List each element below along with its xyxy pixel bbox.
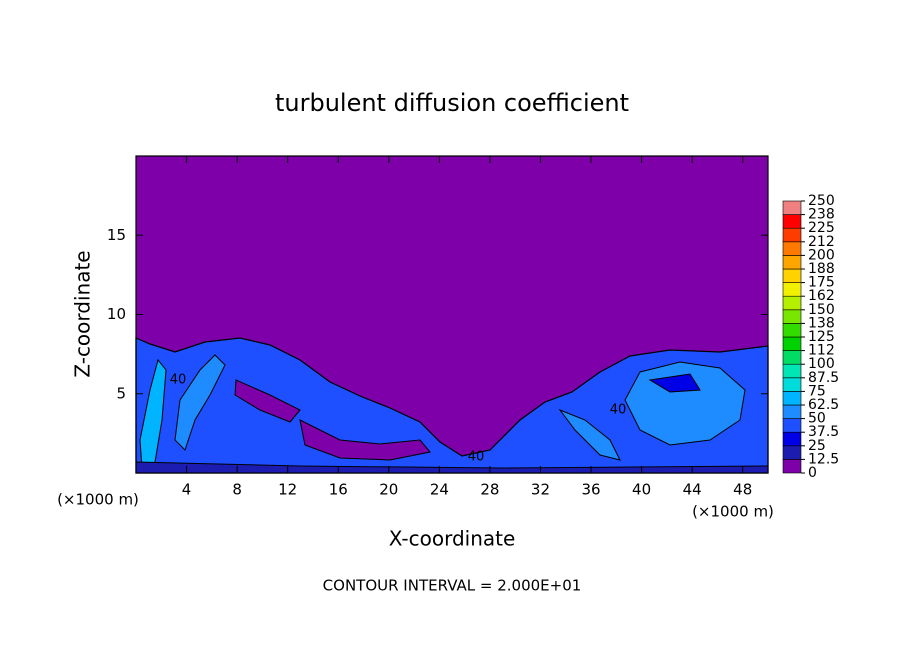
contour-field	[135, 156, 769, 474]
colorbar-band	[782, 323, 802, 338]
y-tick-label: 10	[107, 305, 126, 323]
colorbar-label: 75	[808, 383, 826, 399]
x-tick-label: 32	[531, 481, 550, 499]
x-tick-label: 24	[430, 481, 449, 499]
colorbar-band	[782, 363, 802, 379]
x-axis-label: X-coordinate	[389, 527, 516, 551]
colorbar-band	[782, 268, 802, 283]
field-fill	[648, 373, 701, 393]
colorbar-label: 138	[808, 315, 835, 331]
y-axis-label: Z-coordinate	[71, 250, 95, 377]
colorbar-label: 162	[808, 288, 835, 304]
colorbar-label: 25	[808, 438, 826, 454]
colorbar-band	[782, 200, 802, 215]
x-unit: (×1000 m)	[57, 491, 139, 509]
x-tick-label: 40	[632, 481, 651, 499]
colorbar-band	[782, 282, 802, 297]
colorbar-band	[782, 445, 802, 460]
colorbar-band	[782, 391, 802, 406]
contour-label: 40	[610, 403, 627, 418]
colorbar-band	[782, 241, 802, 256]
colorbar-label: 125	[808, 329, 835, 345]
colorbar-band	[782, 214, 802, 229]
colorbar-label: 87.5	[808, 370, 839, 386]
x-tick-label: 4	[182, 481, 192, 499]
colorbar-band	[782, 255, 802, 270]
field-fill	[135, 337, 769, 474]
y-tick-label: 5	[116, 384, 126, 402]
field-fill	[174, 354, 226, 451]
colorbar-label: 225	[808, 220, 835, 236]
colorbar-band	[782, 309, 802, 324]
chart-title: turbulent diffusion coefficient	[275, 89, 629, 117]
colorbar-band	[782, 227, 802, 243]
colorbar-band	[782, 336, 802, 351]
x-unit: (×1000 m)	[692, 503, 774, 521]
x-tick-label: 28	[480, 481, 499, 499]
contour-label: 40	[170, 373, 187, 388]
colorbar-label: 212	[808, 234, 835, 250]
x-tick-label: 20	[379, 481, 398, 499]
x-tick-label: 16	[329, 481, 348, 499]
colorbar-band	[782, 418, 802, 433]
y-tick-label: 15	[107, 226, 126, 244]
colorbar-label: 37.5	[808, 424, 839, 440]
colorbar-band	[782, 377, 802, 392]
colorbar-label: 200	[808, 247, 835, 263]
field-fill	[234, 379, 301, 423]
colorbar-label: 188	[808, 261, 835, 277]
colorbar-label: 100	[808, 356, 835, 372]
contour-label: 40	[468, 450, 485, 465]
colorbar-band	[782, 459, 802, 474]
field-fill	[299, 419, 431, 461]
colorbar-band	[782, 295, 802, 311]
x-tick-label: 36	[581, 481, 600, 499]
colorbar-label: 12.5	[808, 451, 839, 467]
colorbar-band	[782, 404, 802, 419]
x-tick-label: 12	[278, 481, 297, 499]
x-tick-label: 8	[232, 481, 242, 499]
x-tick-label: 48	[733, 481, 752, 499]
colorbar-label: 50	[808, 411, 826, 427]
colorbar-label: 150	[808, 302, 835, 318]
colorbar-band	[782, 350, 802, 365]
field-fill	[558, 408, 621, 461]
colorbar-label: 112	[808, 343, 835, 359]
colorbar-label: 0	[808, 465, 817, 481]
colorbar-label: 62.5	[808, 397, 839, 413]
colorbar-label: 238	[808, 207, 835, 223]
colorbar-label: 250	[808, 193, 835, 209]
x-tick-label: 44	[683, 481, 702, 499]
colorbar-label: 175	[808, 275, 835, 291]
annotation: CONTOUR INTERVAL = 2.000E+01	[323, 577, 582, 595]
colorbar-band	[782, 431, 802, 447]
